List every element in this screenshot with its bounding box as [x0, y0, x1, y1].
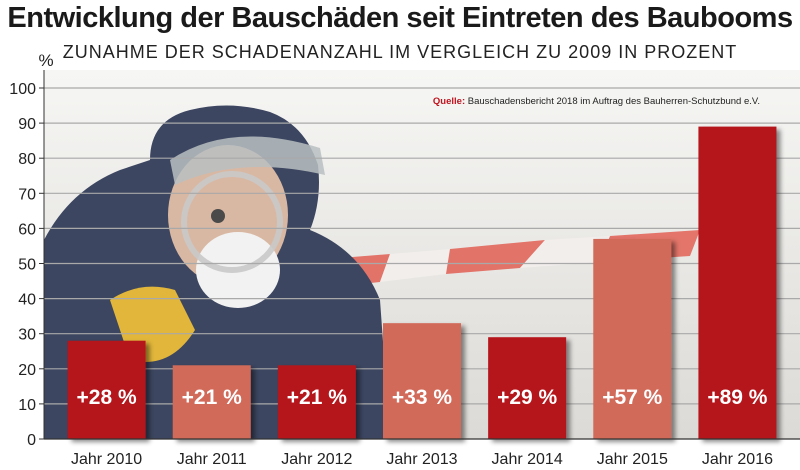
y-tick-label: 30: [18, 327, 36, 344]
inspector-illustration: [44, 105, 390, 440]
y-tick-label: 80: [18, 151, 36, 168]
y-tick-label: 50: [18, 257, 36, 274]
x-axis: Jahr 2010 Jahr 2011 Jahr 2012 Jahr 2013 Jahr…: [44, 438, 800, 468]
y-axis-unit-label: %: [38, 51, 53, 70]
x-tick-label: Jahr 2011: [177, 451, 247, 468]
x-tick-label: Jahr 2014: [492, 451, 563, 468]
x-tick-label: Jahr 2010: [71, 451, 142, 468]
y-tick-label: 60: [18, 221, 36, 238]
source-note: Quelle: Bauschadensbericht 2018 im Auftr…: [433, 96, 760, 107]
bar: [698, 126, 777, 440]
bar-data-label: +89 %: [707, 386, 767, 409]
y-tick-label: 70: [18, 186, 36, 203]
bar-data-label: +33 %: [392, 386, 452, 409]
bar-data-label: +28 %: [77, 386, 137, 409]
y-tick-label: 40: [18, 292, 36, 309]
y-tick-label: 20: [18, 362, 36, 379]
chart-title: Entwicklung der Bauschäden seit Eintrete…: [7, 2, 793, 34]
y-tick-label: 90: [18, 116, 36, 133]
bars-group: +28 % +21 % +21 % +33 % +29 % +57 % +89 %: [67, 126, 777, 440]
bar-data-label: +21 %: [182, 386, 242, 409]
bar: [593, 238, 672, 439]
y-tick-label: 0: [27, 432, 36, 449]
x-tick-label: Jahr 2016: [702, 451, 773, 468]
x-tick-label: Jahr 2013: [386, 451, 457, 468]
bar: [67, 340, 146, 439]
chart-subtitle: ZUNAHME DER SCHADENANZAHL IM VERGLEICH Z…: [62, 42, 738, 62]
bar: [172, 365, 251, 439]
bar-data-label: +57 %: [602, 386, 662, 409]
bar: [383, 323, 461, 439]
y-tick-label: 10: [18, 397, 36, 414]
x-tick-label: Jahr 2015: [597, 451, 668, 468]
bar: [277, 365, 356, 439]
bar-data-label: +29 %: [497, 386, 557, 409]
y-tick-label: 100: [9, 81, 36, 98]
source-label: Quelle:: [432, 96, 466, 107]
bar: [488, 337, 567, 439]
source-text: Bauschadensbericht 2018 im Auftrag des B…: [467, 96, 760, 107]
y-axis: % 0 10 20 30 40 50 60 70 80 90 100: [9, 51, 53, 449]
x-tick-label: Jahr 2012: [281, 451, 352, 468]
bar-data-label: +21 %: [287, 386, 347, 409]
